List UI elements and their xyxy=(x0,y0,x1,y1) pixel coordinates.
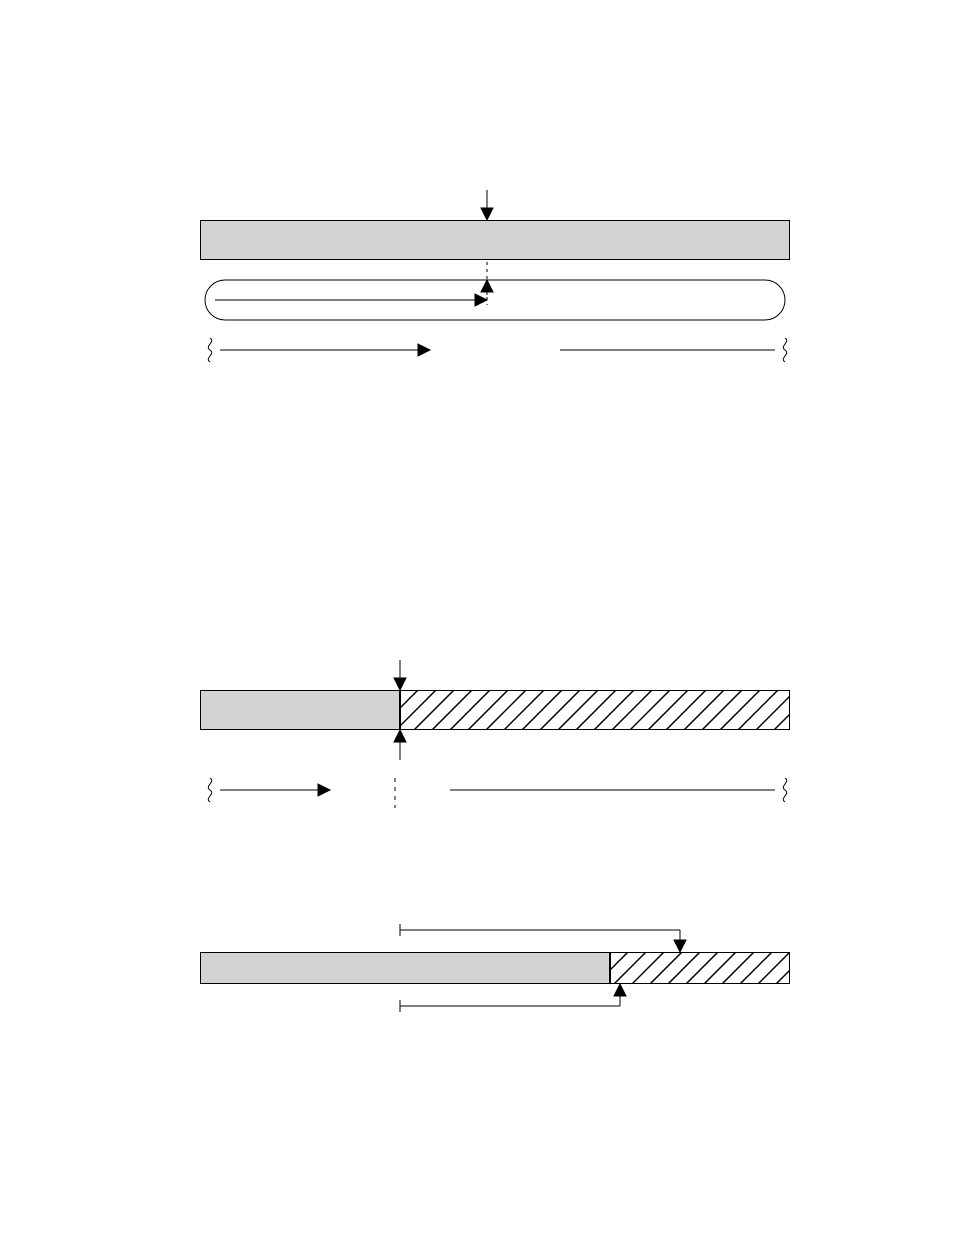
diagram3-bar-gray xyxy=(200,952,610,984)
diagram2-bar-hatched xyxy=(400,690,790,730)
diagram3-bar-hatched xyxy=(610,952,790,984)
diagram1-bar xyxy=(200,220,790,260)
diagram2-bar-gray xyxy=(200,690,400,730)
diagram-canvas xyxy=(0,0,954,1235)
